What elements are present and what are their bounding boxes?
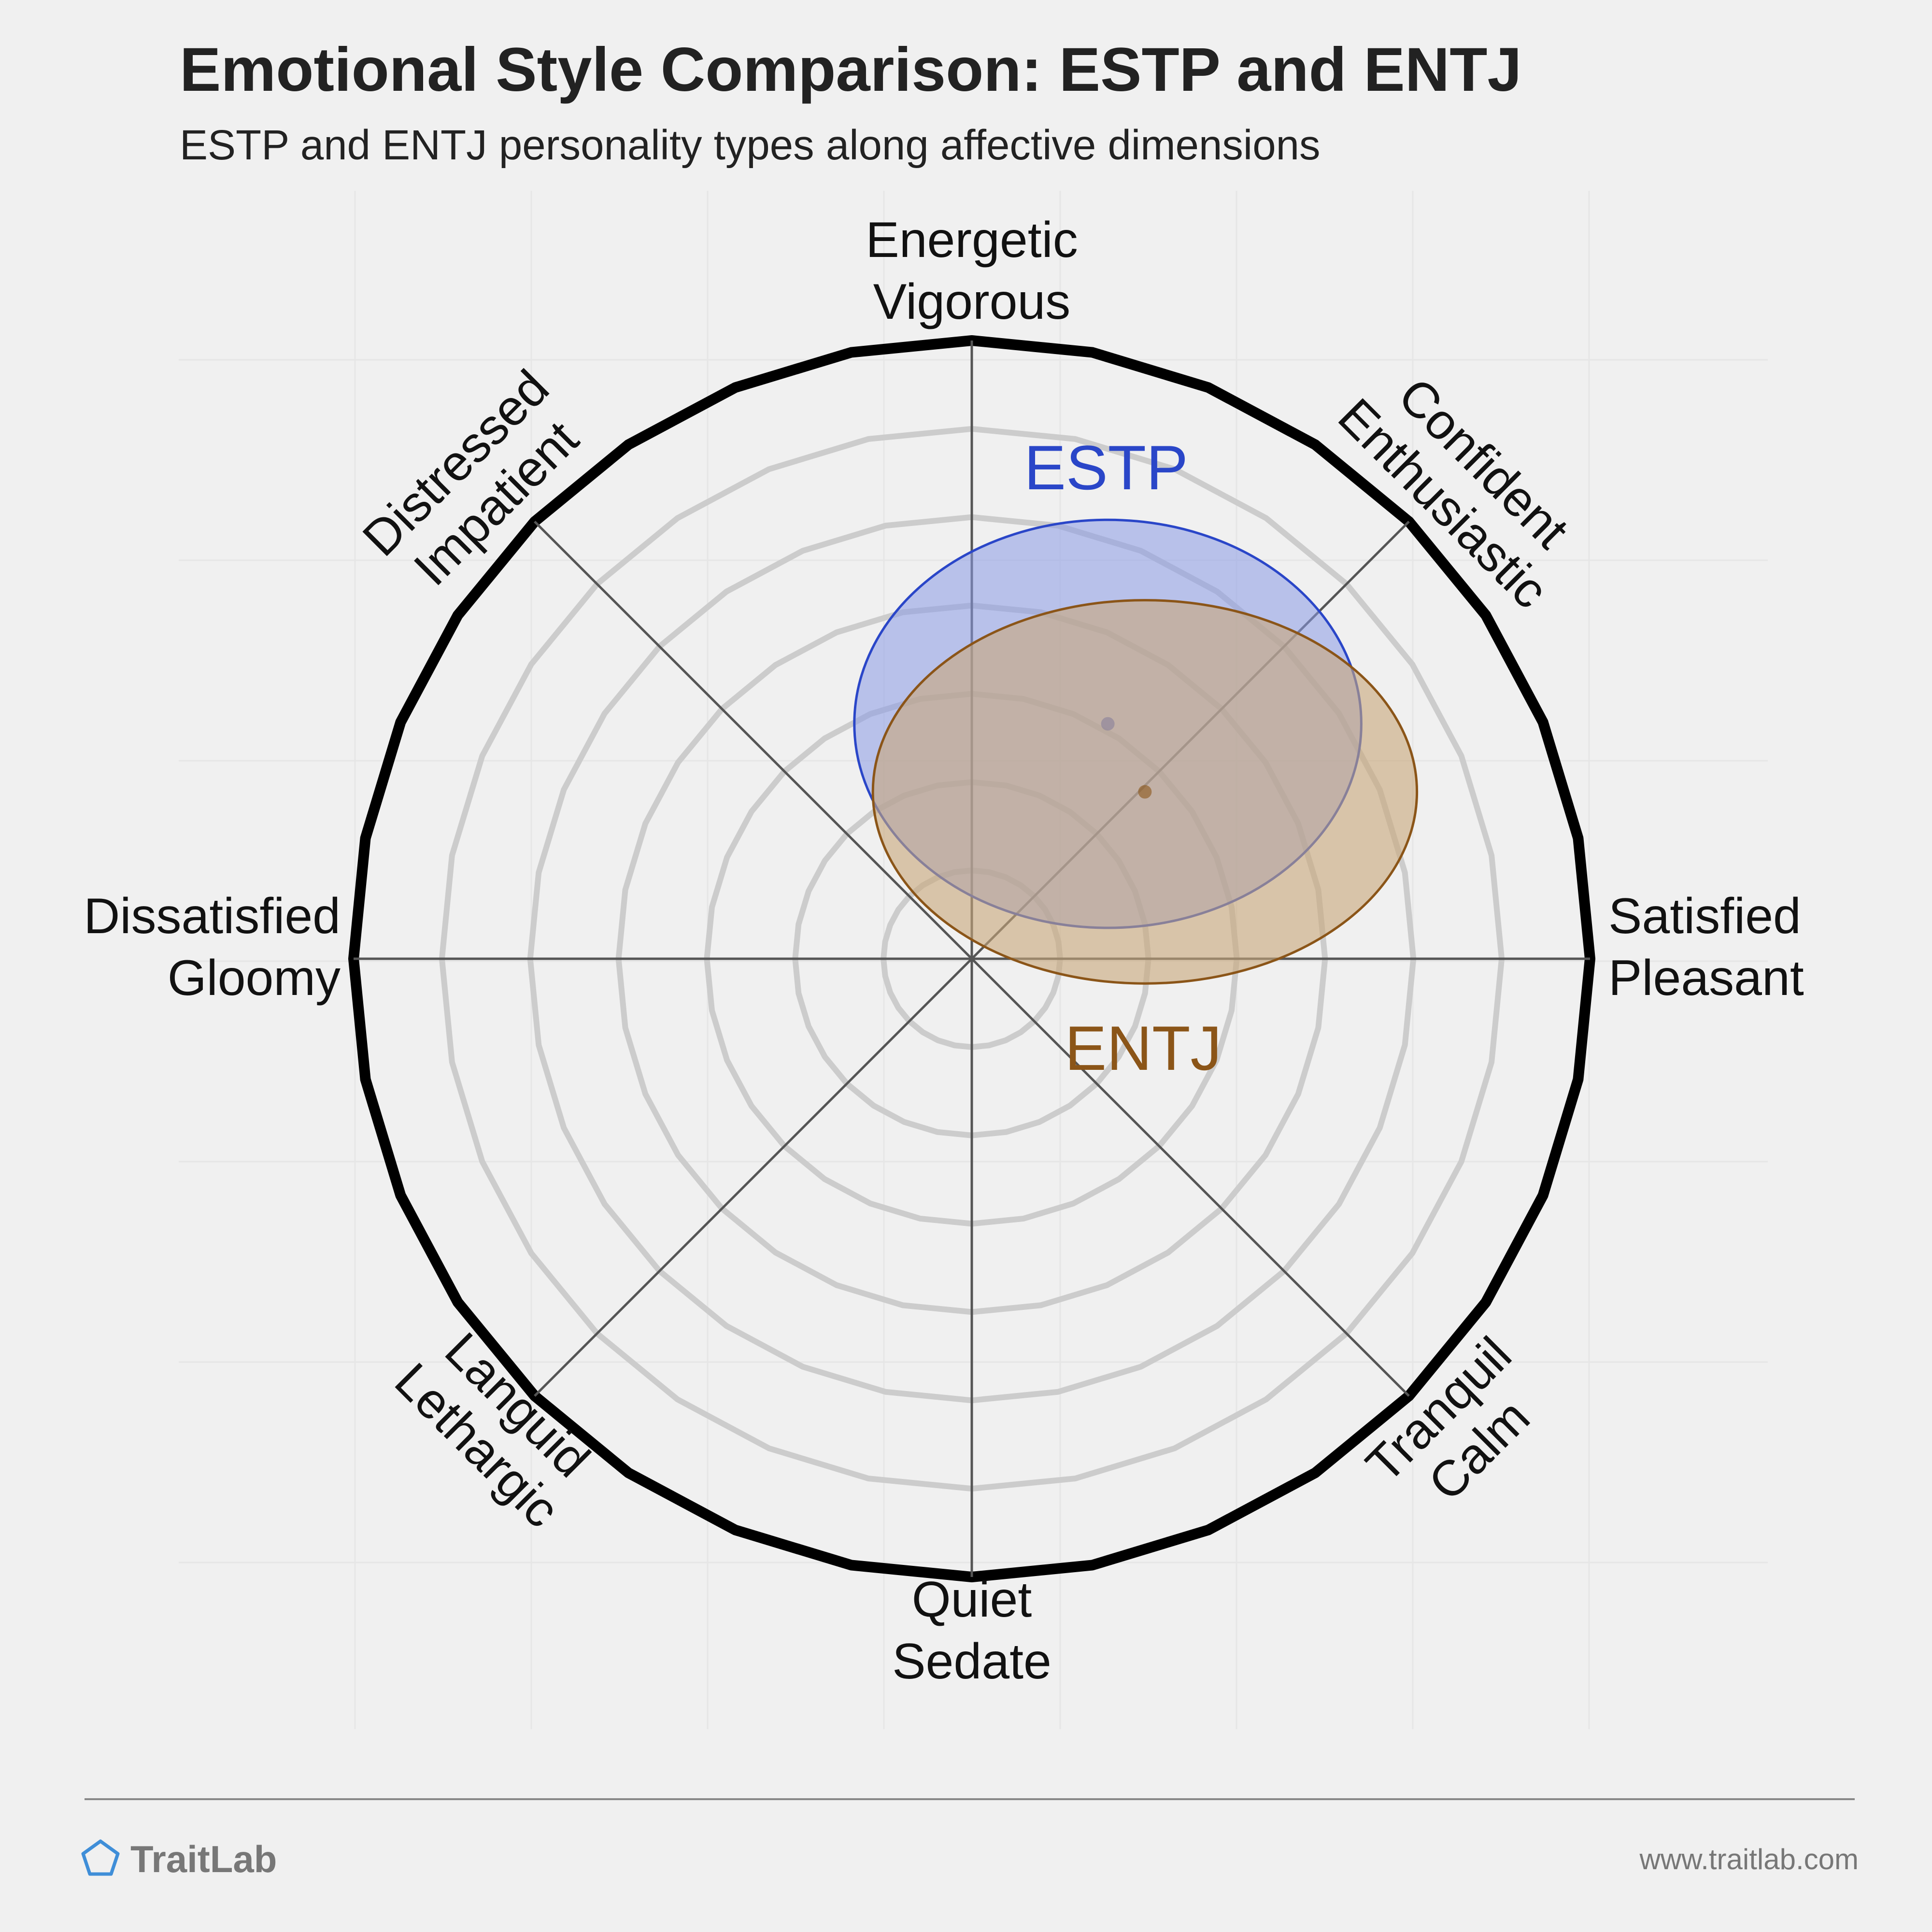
dimension-label-quiet: Quiet Sedate [892, 1572, 1051, 1690]
estp-label: ESTP [1024, 432, 1188, 503]
dimension-label-line: Vigorous [873, 274, 1071, 330]
entj-center-point [1138, 785, 1152, 799]
series-ellipses: ESTP ENTJ [853, 432, 1419, 1083]
dimension-label-satisfied: Satisfied Pleasant [1608, 888, 1804, 1006]
dimension-label-line: Energetic [866, 212, 1078, 268]
brand-name[interactable]: TraitLab [130, 1838, 277, 1880]
site-url[interactable]: www.traitlab.com [1639, 1843, 1859, 1875]
dimension-label-line: Gloomy [168, 950, 341, 1006]
dimension-label-line: Sedate [892, 1634, 1051, 1690]
dimension-label-line: Pleasant [1608, 950, 1804, 1006]
chart-title: Emotional Style Comparison: ESTP and ENT… [180, 35, 1522, 104]
dimension-label-line: Satisfied [1608, 888, 1801, 944]
chart-subtitle: ESTP and ENTJ personality types along af… [180, 122, 1321, 169]
dimension-label-line: Quiet [912, 1572, 1032, 1628]
dimension-label-dissatisfied: Dissatisfied Gloomy [84, 888, 341, 1006]
dimension-label-energetic: Energetic Vigorous [866, 212, 1078, 330]
entj-label: ENTJ [1065, 1013, 1222, 1083]
pentagon-icon [81, 1839, 120, 1876]
dimension-label-line: Dissatisfied [84, 888, 341, 944]
axis-line [534, 521, 1410, 1397]
